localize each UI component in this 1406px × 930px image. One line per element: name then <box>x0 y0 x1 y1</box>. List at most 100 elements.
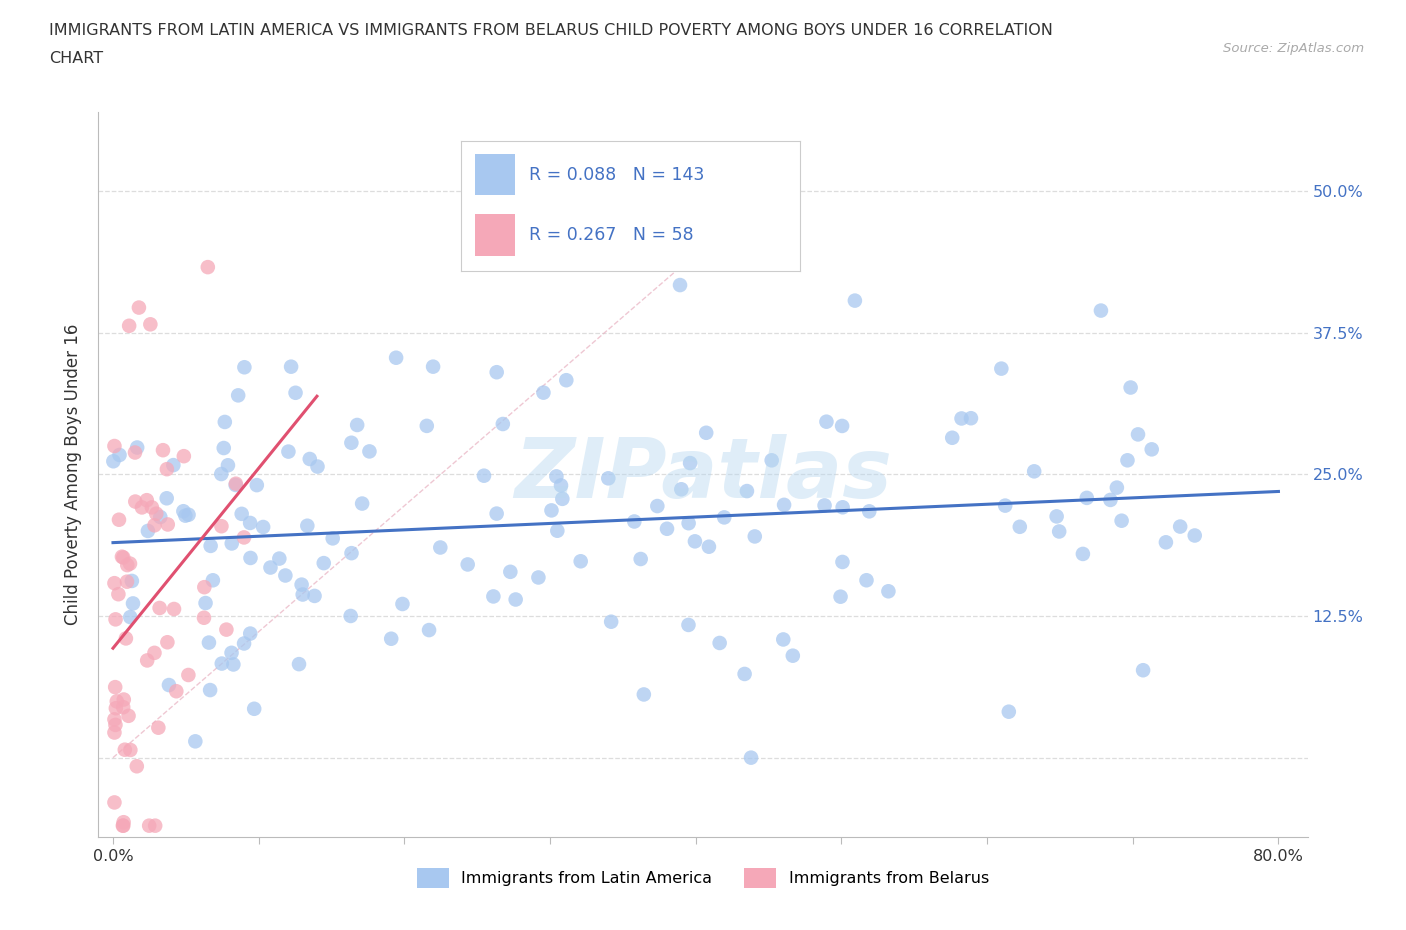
Point <box>291 587 314 602</box>
Point <box>1184 528 1206 543</box>
Point <box>157 678 180 693</box>
Point <box>713 510 735 525</box>
Point <box>288 657 311 671</box>
Point <box>233 360 256 375</box>
Point <box>156 461 179 476</box>
Point <box>416 418 439 433</box>
Point <box>226 388 249 403</box>
Point <box>291 578 314 592</box>
Point <box>231 507 253 522</box>
Point <box>111 550 134 565</box>
Point <box>162 458 184 472</box>
Point <box>143 518 166 533</box>
Point <box>209 519 232 534</box>
Point <box>174 508 197 523</box>
Point <box>340 435 363 450</box>
Point <box>1046 509 1069 524</box>
Point <box>540 503 562 518</box>
Point <box>184 734 207 749</box>
Point <box>156 517 179 532</box>
Point <box>633 687 655 702</box>
Point <box>550 478 572 493</box>
Point <box>740 751 762 765</box>
Point <box>233 530 256 545</box>
Text: CHART: CHART <box>49 51 103 66</box>
Text: Source: ZipAtlas.com: Source: ZipAtlas.com <box>1223 42 1364 55</box>
Point <box>858 504 880 519</box>
Point <box>1116 453 1139 468</box>
Point <box>941 431 963 445</box>
Point <box>117 709 139 724</box>
Point <box>118 556 141 571</box>
Point <box>211 657 233 671</box>
Point <box>149 510 172 525</box>
Point <box>359 444 381 458</box>
Point <box>505 592 527 607</box>
Point <box>139 317 162 332</box>
Point <box>135 493 157 508</box>
Point <box>782 648 804 663</box>
Point <box>239 626 262 641</box>
Point <box>177 507 200 522</box>
Point <box>131 500 153 515</box>
Point <box>683 534 706 549</box>
Point <box>103 439 125 454</box>
Point <box>115 631 138 645</box>
Point <box>197 259 219 274</box>
Point <box>269 551 291 566</box>
Y-axis label: Child Poverty Among Boys Under 16: Child Poverty Among Boys Under 16 <box>65 324 83 625</box>
Point <box>855 573 877 588</box>
Point <box>1111 513 1133 528</box>
Point <box>679 456 702 471</box>
Point <box>104 612 127 627</box>
Point <box>143 645 166 660</box>
Point <box>112 818 135 833</box>
Point <box>773 498 796 512</box>
Point <box>284 385 307 400</box>
Point <box>103 795 125 810</box>
Point <box>198 683 221 698</box>
Point <box>274 568 297 583</box>
Point <box>117 558 139 573</box>
Point <box>678 516 700 531</box>
Point <box>156 491 179 506</box>
Point <box>569 554 592 569</box>
Point <box>112 699 135 714</box>
Point <box>600 615 623 630</box>
Point <box>112 815 135 830</box>
Point <box>198 635 221 650</box>
Point <box>104 717 127 732</box>
Point <box>380 631 402 646</box>
Legend: Immigrants from Latin America, Immigrants from Belarus: Immigrants from Latin America, Immigrant… <box>411 862 995 895</box>
Point <box>138 818 160 833</box>
Point <box>111 818 134 833</box>
Point <box>499 565 522 579</box>
Point <box>492 417 515 432</box>
Point <box>647 498 669 513</box>
Point <box>1119 380 1142 395</box>
Point <box>815 414 838 429</box>
Point <box>277 445 299 459</box>
Point <box>598 471 620 485</box>
Point <box>221 645 243 660</box>
Point <box>761 453 783 468</box>
Point <box>163 602 186 617</box>
Point <box>103 576 125 591</box>
Point <box>546 469 568 484</box>
Point <box>280 359 302 374</box>
Point <box>339 608 361 623</box>
Point <box>312 555 335 570</box>
Point <box>108 447 131 462</box>
Point <box>124 494 146 509</box>
Point <box>1168 519 1191 534</box>
Text: ZIPatlas: ZIPatlas <box>515 433 891 515</box>
Point <box>225 477 247 492</box>
Point <box>243 701 266 716</box>
Point <box>1071 547 1094 562</box>
Point <box>485 365 508 379</box>
Point <box>457 557 479 572</box>
Point <box>831 418 853 433</box>
Point <box>156 635 179 650</box>
Text: IMMIGRANTS FROM LATIN AMERICA VS IMMIGRANTS FROM BELARUS CHILD POVERTY AMONG BOY: IMMIGRANTS FROM LATIN AMERICA VS IMMIGRA… <box>49 23 1053 38</box>
Point <box>152 443 174 458</box>
